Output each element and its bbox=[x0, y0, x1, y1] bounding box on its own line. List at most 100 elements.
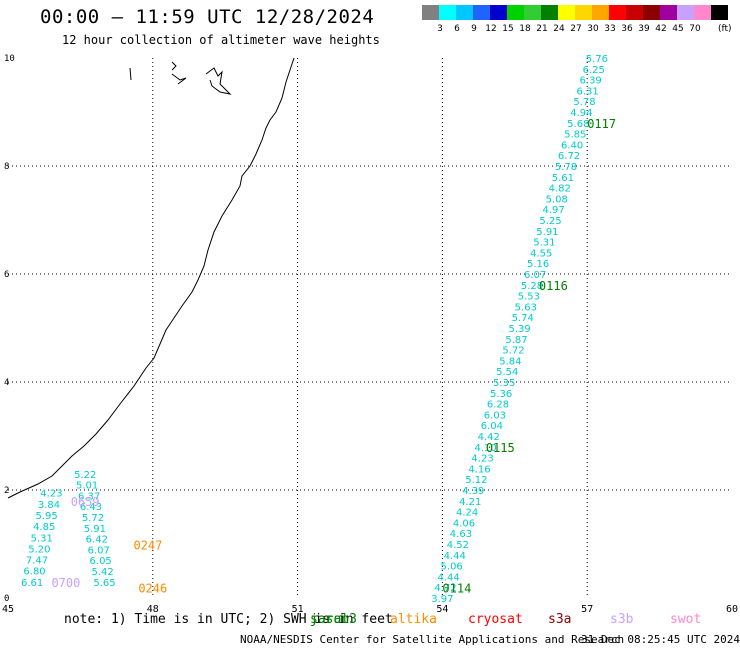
legend-bin-label: 39 bbox=[638, 24, 650, 34]
page-title: 00:00 – 11:59 UTC 12/28/2024 bbox=[40, 6, 375, 28]
islands bbox=[129, 61, 232, 95]
legend-bin-label: 24 bbox=[553, 24, 565, 34]
swh-value-label: 4.23 bbox=[471, 454, 493, 465]
swh-value-label: 5.63 bbox=[515, 302, 537, 313]
swh-value-label: 6.72 bbox=[558, 151, 580, 162]
swh-value-label: 6.61 bbox=[21, 578, 43, 589]
coastline bbox=[7, 57, 295, 499]
swh-value-label: 6.31 bbox=[576, 86, 598, 97]
legend-bin-label: 6 bbox=[454, 24, 460, 34]
legend-jason3: jason3 bbox=[310, 612, 357, 627]
legend-s3a: s3a bbox=[548, 612, 572, 627]
legend-swatch bbox=[609, 5, 626, 20]
swh-value-label: 4.24 bbox=[456, 508, 478, 519]
legend-swatch bbox=[711, 5, 728, 20]
lon-tick-label: 57 bbox=[581, 604, 593, 615]
legend-swatch bbox=[592, 5, 609, 20]
legend-saral: saral bbox=[310, 612, 350, 627]
legend-bin-label: 70 bbox=[689, 24, 701, 34]
altimeter-tracks: 5.766.256.396.315.784.945.685.856.406.72… bbox=[21, 54, 616, 605]
swh-value-label: 5.91 bbox=[84, 524, 106, 535]
legend-swatch bbox=[507, 5, 524, 20]
legend-swatch bbox=[558, 5, 575, 20]
generated-timestamp: 31 Dec 08:25:45 UTC 2024 bbox=[581, 633, 740, 646]
swh-value-label: 6.42 bbox=[86, 535, 108, 546]
legend-swatch bbox=[575, 5, 592, 20]
swh-value-label: 4.39 bbox=[462, 486, 484, 497]
swh-value-label: 6.28 bbox=[487, 400, 509, 411]
legend-altika: altika bbox=[390, 612, 437, 627]
swh-value-label: 5.85 bbox=[564, 130, 586, 141]
footer-note: note: 1) Time is in UTC; 2) SWH is in fe… bbox=[64, 612, 393, 627]
legend-swatch bbox=[626, 5, 643, 20]
swh-value-label: 4.97 bbox=[542, 205, 564, 216]
legend-swatch bbox=[677, 5, 694, 20]
legend-swatch bbox=[643, 5, 660, 20]
swh-value-label: 5.76 bbox=[586, 54, 608, 65]
legend-swatch bbox=[439, 5, 456, 20]
legend-swatch bbox=[490, 5, 507, 20]
swh-value-label: 5.42 bbox=[91, 567, 113, 578]
swh-value-label: 6.40 bbox=[561, 140, 583, 151]
legend-swatch bbox=[524, 5, 541, 20]
swh-value-label: 5.16 bbox=[527, 259, 549, 270]
swh-value-label: 5.54 bbox=[496, 367, 518, 378]
swh-value-label: 4.44 bbox=[437, 572, 459, 583]
pass-time-label: 0116 bbox=[539, 279, 568, 293]
swh-value-label: 5.72 bbox=[502, 346, 524, 357]
legend-cryosat: cryosat bbox=[468, 612, 523, 627]
swh-value-label: 4.52 bbox=[447, 540, 469, 551]
swh-value-label: 5.06 bbox=[441, 562, 463, 573]
legend-bin-label: 30 bbox=[587, 24, 599, 34]
swh-value-label: 4.72 bbox=[434, 583, 456, 594]
pass-time-label: 0700 bbox=[51, 576, 80, 590]
swh-value-label: 5.31 bbox=[31, 533, 53, 544]
legend-bin-label: 12 bbox=[485, 24, 496, 34]
swh-value-label: 5.78 bbox=[573, 97, 595, 108]
legend-swot: swot bbox=[670, 612, 702, 627]
swh-value-label: 6.07 bbox=[524, 270, 546, 281]
legend-bin-label: 33 bbox=[604, 24, 615, 34]
swh-value-label: 4.10 bbox=[475, 443, 497, 454]
swh-value-label: 5.01 bbox=[76, 481, 98, 492]
swh-value-label: 6.80 bbox=[23, 567, 45, 578]
lon-tick-label: 54 bbox=[436, 604, 448, 615]
swh-value-label: 4.55 bbox=[530, 248, 552, 259]
pass-time-label: 0114 bbox=[442, 582, 471, 596]
legend-swatch bbox=[541, 5, 558, 20]
pass-time-label: 0247 bbox=[133, 538, 162, 552]
legend-bin-label: 18 bbox=[519, 24, 531, 34]
swh-value-label: 3.84 bbox=[38, 500, 60, 511]
swh-value-label: 5.31 bbox=[533, 238, 555, 249]
swh-value-label: 4.63 bbox=[450, 529, 472, 540]
swh-value-label: 7.47 bbox=[26, 556, 48, 567]
swh-value-label: 4.44 bbox=[444, 551, 466, 562]
legend-swatch bbox=[473, 5, 490, 20]
swh-value-label: 4.42 bbox=[478, 432, 500, 443]
legend-swatch bbox=[694, 5, 711, 20]
swh-value-label: 5.87 bbox=[505, 335, 527, 346]
lat-tick-label: 0 bbox=[4, 594, 9, 604]
swh-value-label: 6.25 bbox=[583, 65, 605, 76]
swh-value-label: 6.07 bbox=[88, 545, 110, 556]
grid-lines bbox=[8, 58, 732, 598]
swh-value-label: 4.82 bbox=[549, 184, 571, 195]
swh-value-label: 5.53 bbox=[518, 292, 540, 303]
swh-value-label: 4.06 bbox=[453, 518, 475, 529]
legend-bin-label: 9 bbox=[471, 24, 477, 34]
legend-bin-label: 42 bbox=[655, 24, 666, 34]
pass-time-label: 0246 bbox=[138, 582, 167, 596]
lat-tick-label: 8 bbox=[4, 162, 9, 172]
swh-value-label: 5.39 bbox=[508, 324, 530, 335]
swh-value-label: 5.28 bbox=[521, 281, 543, 292]
swh-value-label: 5.35 bbox=[493, 378, 515, 389]
page-subtitle: 12 hour collection of altimeter wave hei… bbox=[62, 33, 380, 47]
swh-value-label: 6.37 bbox=[78, 491, 100, 502]
swh-value-label: 6.04 bbox=[481, 421, 503, 432]
swh-value-label: 6.43 bbox=[80, 502, 102, 513]
swh-value-label: 5.25 bbox=[539, 216, 561, 227]
swh-value-label: 5.84 bbox=[499, 356, 521, 367]
swh-value-label: 5.68 bbox=[567, 119, 589, 130]
